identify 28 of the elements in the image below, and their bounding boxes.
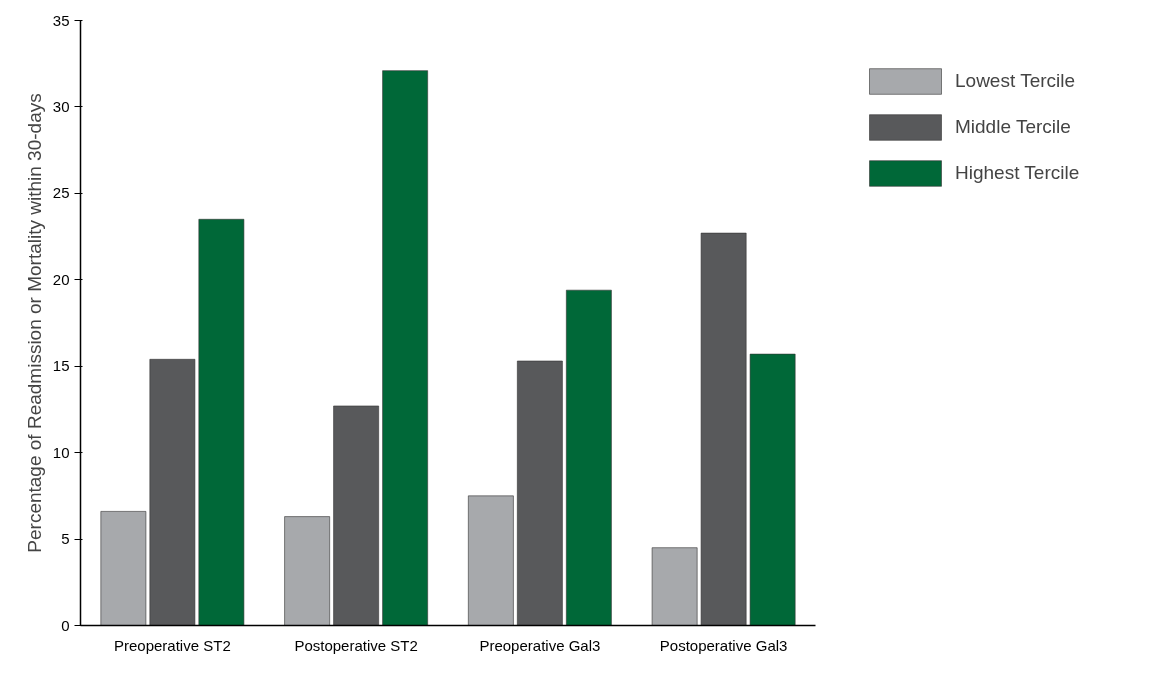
x-tick-label: Preoperative Gal3 [479,636,601,654]
bar [333,405,379,626]
bar [198,218,245,626]
y-tick-label: 35 [52,11,70,29]
y-tick-label: 30 [52,97,70,115]
bar [700,232,747,626]
x-tick-label: Preoperative ST2 [114,636,231,654]
y-tick-label: 20 [52,270,70,288]
bar [284,516,330,626]
bar [149,359,196,626]
legend-label: Highest Tercile [955,162,1080,184]
y-tick-label: 5 [61,530,70,548]
y-tick-label: 0 [61,616,70,634]
bar [382,70,428,626]
bar [651,547,698,626]
y-tick-label: 25 [52,184,70,202]
legend-label: Lowest Tercile [955,70,1076,92]
bar [566,289,612,626]
x-tick-label: Postoperative Gal3 [659,636,788,654]
y-tick-label: 15 [52,357,70,375]
x-tick-label: Postoperative ST2 [294,636,418,654]
legend-label: Middle Tercile [955,116,1071,138]
bar [100,511,147,626]
y-axis-title: Percentage of Readmission or Mortality within 30-days [23,93,45,553]
bar [749,353,796,626]
y-tick-label: 10 [52,443,70,461]
bar [468,495,514,626]
bar [517,360,563,626]
